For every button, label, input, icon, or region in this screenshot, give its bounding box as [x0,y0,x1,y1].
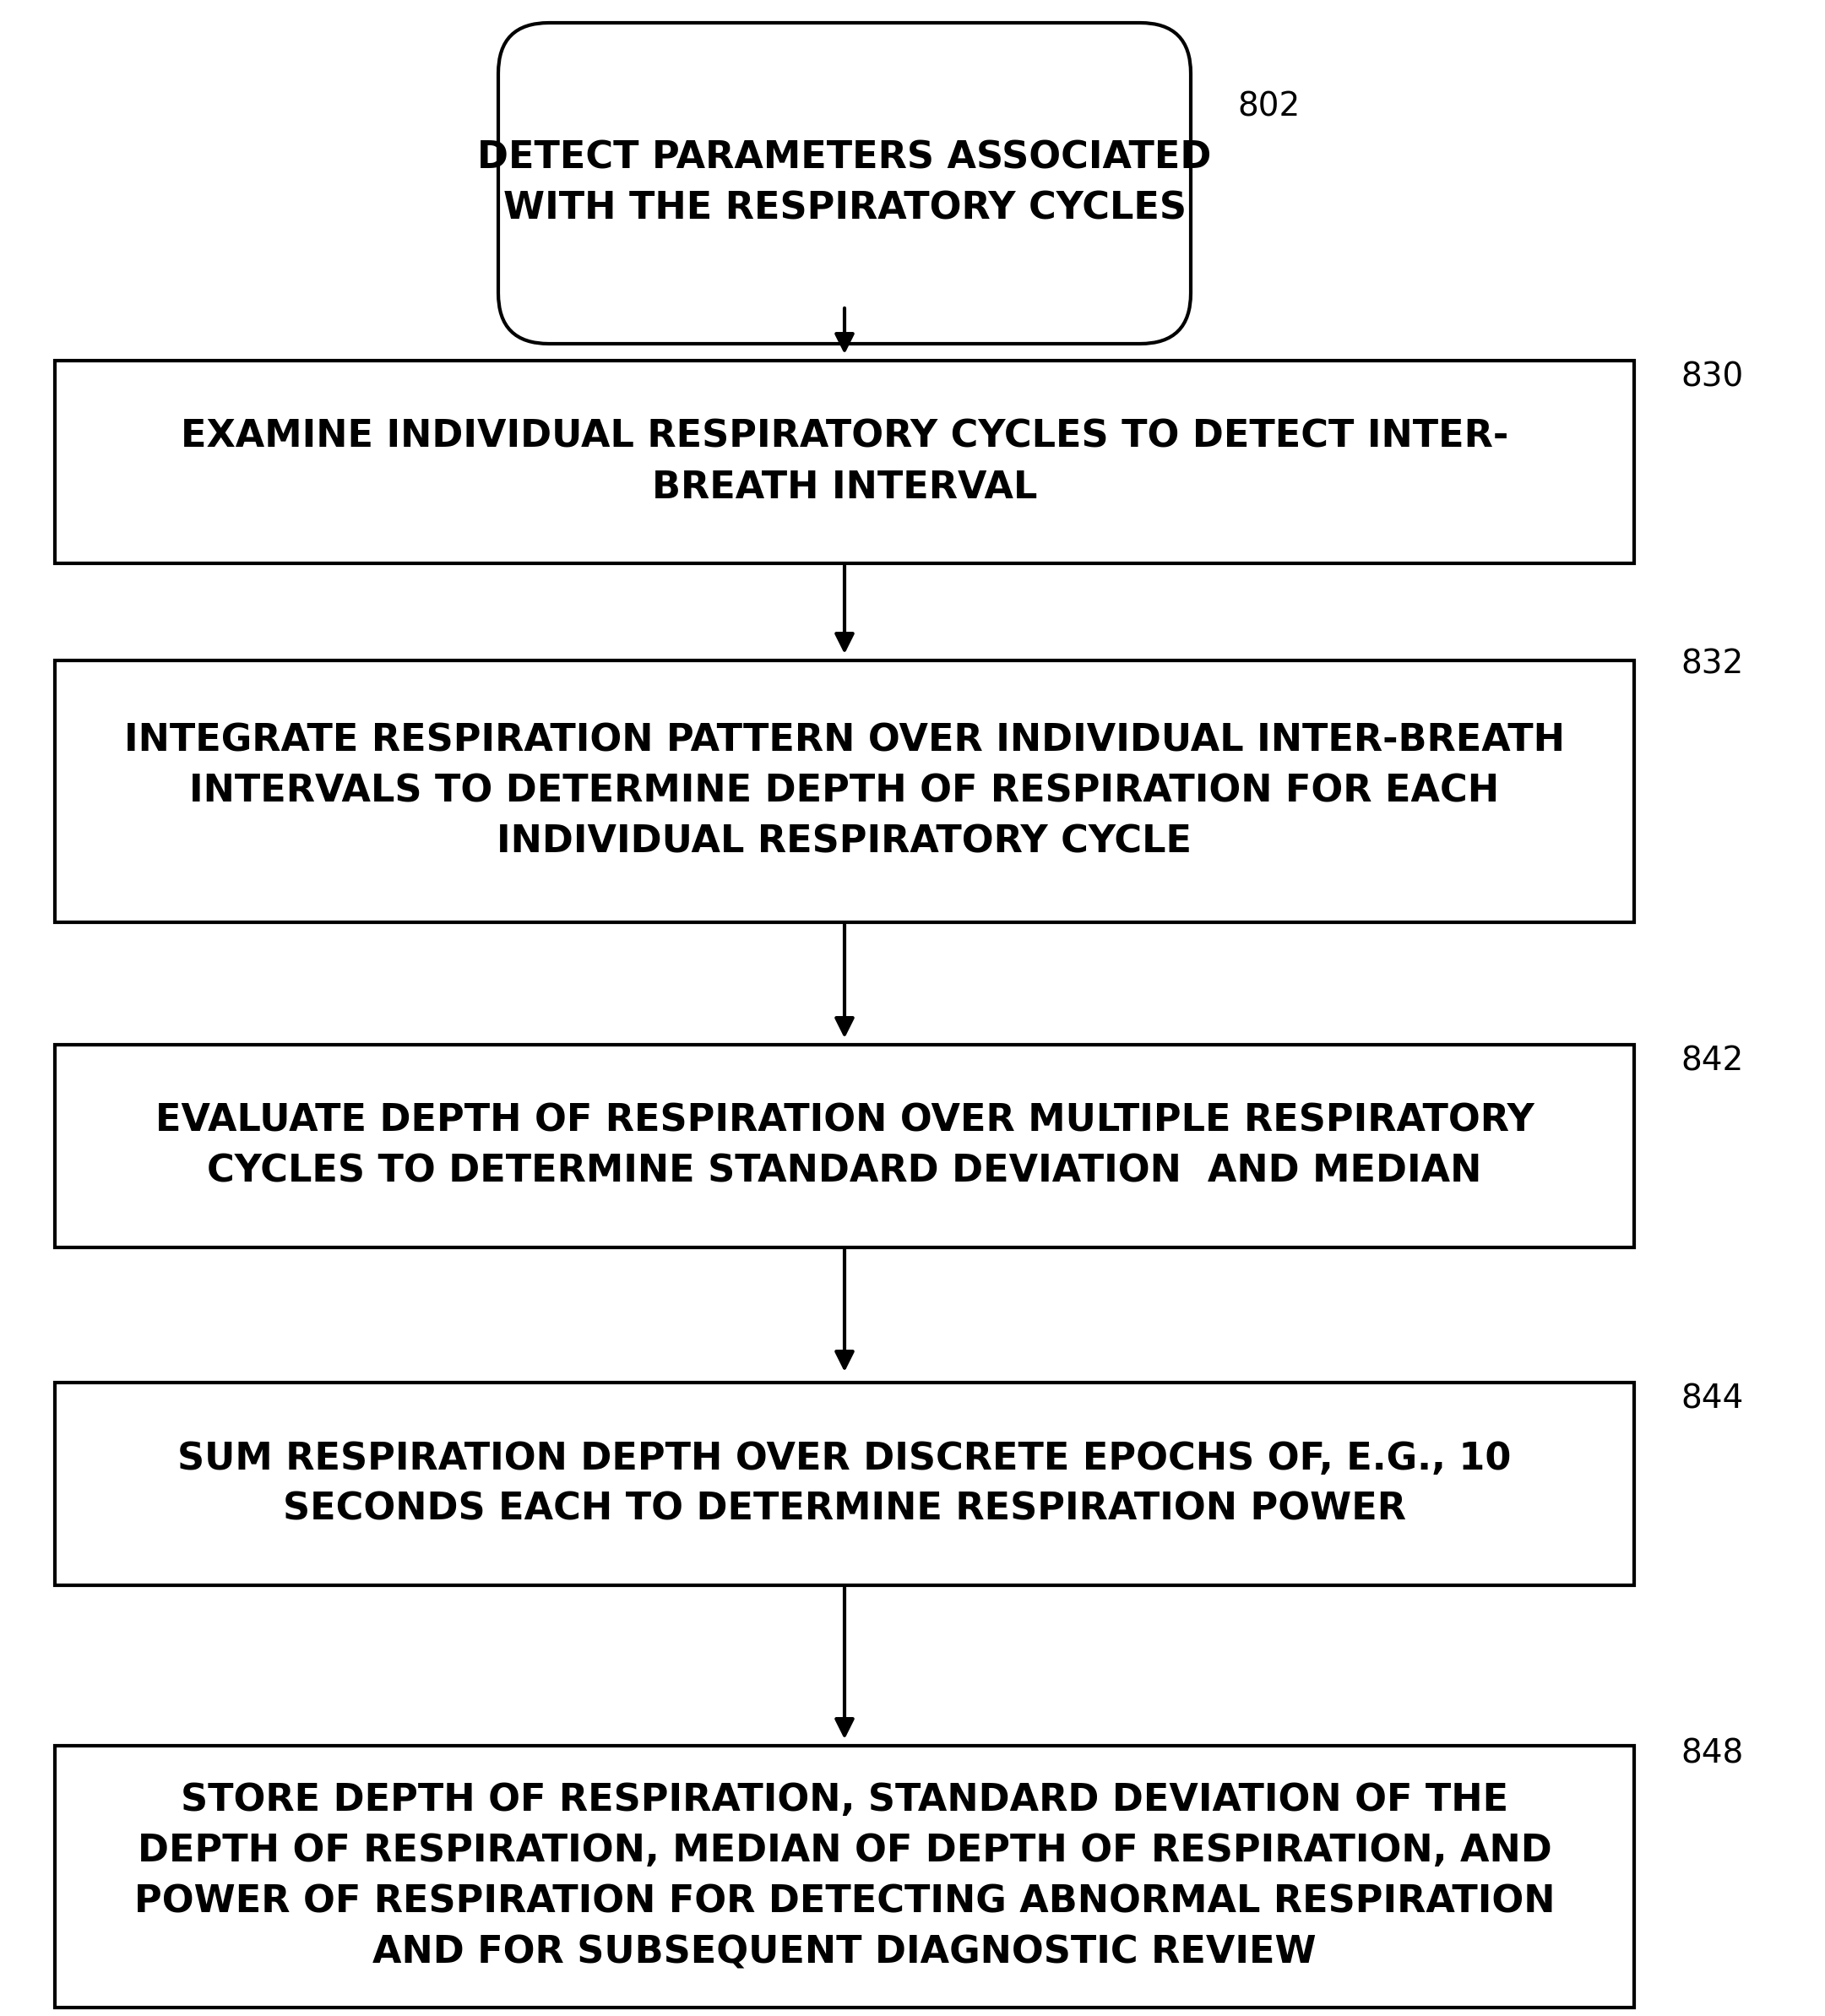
Text: SUM RESPIRATION DEPTH OVER DISCRETE EPOCHS OF, E.G., 10
SECONDS EACH TO DETERMIN: SUM RESPIRATION DEPTH OVER DISCRETE EPOC… [177,1439,1511,1528]
Text: 848: 848 [1681,1738,1743,1770]
Text: DETECT PARAMETERS ASSOCIATED
WITH THE RESPIRATORY CYCLES: DETECT PARAMETERS ASSOCIATED WITH THE RE… [478,139,1212,226]
Text: 842: 842 [1681,1044,1743,1077]
Text: 830: 830 [1681,361,1743,393]
FancyBboxPatch shape [55,1044,1633,1248]
Text: STORE DEPTH OF RESPIRATION, STANDARD DEVIATION OF THE
DEPTH OF RESPIRATION, MEDI: STORE DEPTH OF RESPIRATION, STANDARD DEV… [133,1782,1555,1972]
Text: EXAMINE INDIVIDUAL RESPIRATORY CYCLES TO DETECT INTER-
BREATH INTERVAL: EXAMINE INDIVIDUAL RESPIRATORY CYCLES TO… [181,419,1509,506]
Text: 844: 844 [1681,1383,1743,1415]
Text: 832: 832 [1681,647,1743,679]
FancyBboxPatch shape [55,1746,1633,2008]
FancyBboxPatch shape [55,661,1633,921]
Text: EVALUATE DEPTH OF RESPIRATION OVER MULTIPLE RESPIRATORY
CYCLES TO DETERMINE STAN: EVALUATE DEPTH OF RESPIRATION OVER MULTI… [155,1103,1535,1189]
Text: INTEGRATE RESPIRATION PATTERN OVER INDIVIDUAL INTER-BREATH
INTERVALS TO DETERMIN: INTEGRATE RESPIRATION PATTERN OVER INDIV… [124,722,1564,861]
FancyBboxPatch shape [55,361,1633,562]
FancyBboxPatch shape [498,22,1190,345]
Text: 802: 802 [1237,91,1299,123]
FancyBboxPatch shape [55,1383,1633,1585]
